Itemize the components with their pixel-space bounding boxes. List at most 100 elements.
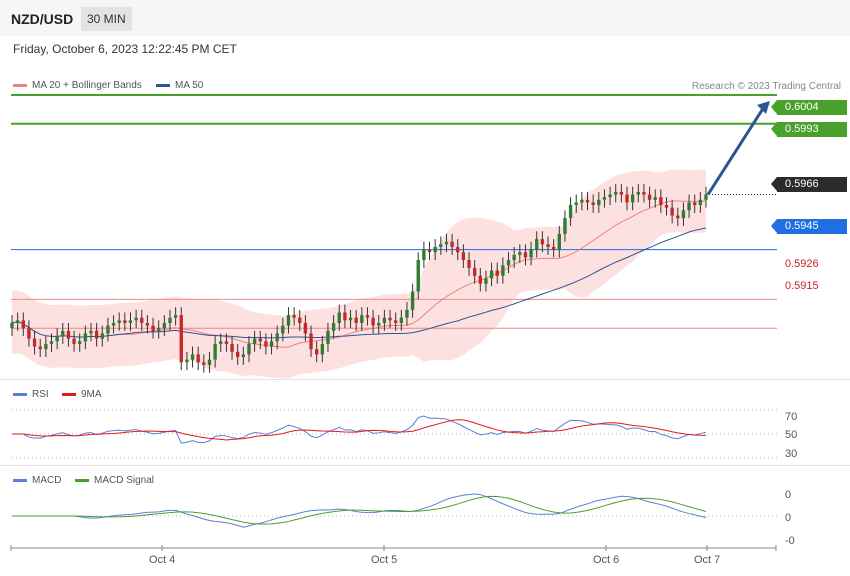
candle-body [337,312,341,323]
forecast-arrow-head [757,100,770,114]
candle-body [653,197,657,200]
candle-body [704,194,708,200]
candle-body [235,351,240,358]
candle-body [38,346,42,350]
candle-body [580,199,584,203]
candle-body [78,341,82,344]
candle-body [298,317,302,323]
candle-body [540,239,545,245]
timeframe-button[interactable]: 30 MIN [81,7,132,31]
candle-body [27,328,31,339]
candle-body [591,202,595,206]
candle-body [433,246,437,253]
candle-body [224,341,229,344]
x-tick-oct4: Oct 4 [149,554,176,566]
candle-body [134,317,138,321]
candle-body [405,309,409,318]
candle-body [10,322,14,329]
candle-body [693,202,697,206]
candle-body [518,252,522,255]
candle-body [439,244,443,247]
rsi-tick-50: 50 [785,429,798,441]
macd-tick-bottom: -0 [785,535,795,547]
macd-line [12,493,707,528]
candle-body [348,317,353,321]
candle-body [168,317,172,323]
last-price-label: 0.5966 [771,177,847,192]
candle-body [472,267,477,276]
candle-body [478,275,483,284]
candle-body [585,199,590,203]
candle-body [309,333,313,350]
macd-tick-mid: 0 [785,512,792,524]
candle-body [331,322,336,331]
candle-body [286,315,291,326]
candle-body [15,320,20,323]
candle-body [185,359,189,363]
candle-body [698,199,703,206]
candle-body [55,336,59,342]
legend-ma50-swatch [156,84,170,87]
chart-header: NZD/USD 30 MIN [0,0,850,36]
rsi-9ma-line [12,419,707,441]
candle-body [106,325,110,334]
candle-body [382,317,387,323]
candle-body [501,265,505,276]
panel-divider-macd [0,465,850,466]
candle-body [625,194,629,203]
candle-body [230,343,234,352]
level-label-0.6004: 0.6004 [771,100,847,115]
candle-body [551,246,556,250]
panel-divider-rsi [0,379,850,380]
candle-body [642,191,646,195]
legend-macd: MACD [13,475,61,486]
candle-body [535,239,539,250]
macd-signal-line [12,495,707,525]
candle-body [179,315,183,363]
candle-body [456,246,460,253]
legend-9ma-swatch [62,393,76,396]
candle-body [83,333,88,342]
candle-body [145,322,150,326]
candle-body [32,338,37,347]
candle-body [619,191,624,195]
legend-rsi-swatch [13,393,27,396]
instrument-title: NZD/USD [11,11,74,27]
candle-body [100,333,104,339]
candle-body [21,320,25,329]
x-tick-oct6: Oct 6 [593,554,620,566]
candle-body [247,343,251,355]
candle-body [681,210,686,219]
chart-datetime: Friday, October 6, 2023 12:22:45 PM CET [13,42,237,56]
candle-body [117,320,121,323]
candle-body [664,205,669,208]
candle-body [506,260,511,266]
rsi-tick-70: 70 [785,411,798,423]
candle-body [523,252,528,258]
legend-rsi: RSI [13,389,49,400]
candle-body [140,317,144,323]
candle-body [670,207,674,216]
candle-body [484,278,488,284]
candle-body [157,328,161,331]
rsi-tick-30: 30 [785,448,798,460]
credit-text: Research © 2023 Trading Central [691,81,841,92]
legend-ma20: MA 20 + Bollinger Bands [13,80,142,91]
candle-body [608,194,612,198]
candle-body [269,341,274,347]
candle-body [292,315,296,318]
candle-body [61,330,65,337]
candle-body [196,354,200,363]
legend-ma50: MA 50 [156,80,203,91]
candle-body [275,333,279,342]
ma20-line [11,200,707,348]
legend-rsi-9ma: 9MA [62,389,102,400]
candle-body [111,322,116,326]
candle-body [173,315,178,318]
candle-body [190,354,195,360]
candle-body [354,317,358,323]
x-tick-oct7: Oct 7 [694,554,721,566]
candle-body [602,197,607,200]
support-label-0.5915: 0.5915 [785,280,819,292]
